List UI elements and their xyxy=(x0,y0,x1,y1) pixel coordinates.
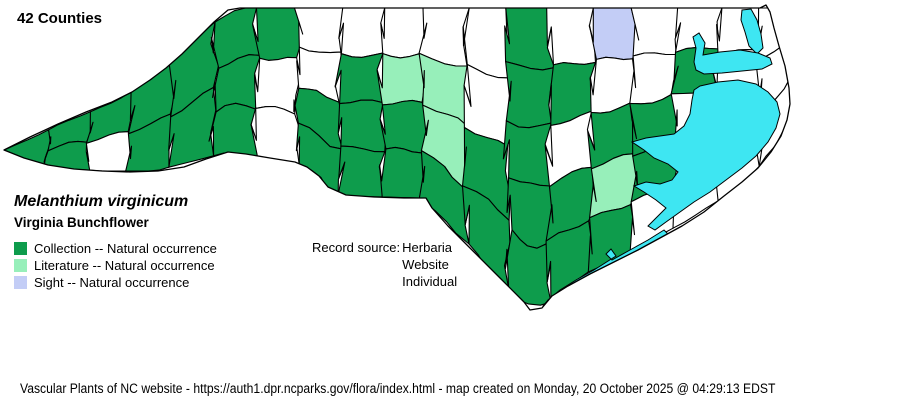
species-common-name: Virginia Bunchflower xyxy=(14,215,149,230)
legend-label-sight: Sight -- Natural occurrence xyxy=(34,275,190,290)
record-source-individual: Individual xyxy=(402,274,458,289)
county xyxy=(337,99,387,153)
literature-swatch xyxy=(14,259,27,272)
record-source-label: Record source: xyxy=(312,240,401,255)
species-scientific-name: Melanthium virginicum xyxy=(14,193,189,210)
county xyxy=(379,146,426,199)
record-source-block: Record source: Herbaria Website Individu… xyxy=(312,240,457,291)
legend: Collection -- Natural occurrence Literat… xyxy=(14,240,217,291)
county xyxy=(376,53,426,106)
sound-water xyxy=(740,8,764,55)
county xyxy=(208,102,258,157)
record-source-website: Website xyxy=(402,257,449,272)
county xyxy=(546,7,597,66)
county xyxy=(337,145,386,198)
county xyxy=(338,7,386,58)
county-layer xyxy=(4,7,790,309)
county xyxy=(334,52,384,105)
legend-label-collection: Collection -- Natural occurrence xyxy=(34,241,217,256)
legend-row-sight: Sight -- Natural occurrence xyxy=(14,274,217,291)
legend-label-literature: Literature -- Natural occurrence xyxy=(34,258,215,273)
county xyxy=(505,61,555,129)
county xyxy=(630,7,682,57)
county xyxy=(588,7,639,61)
legend-row-literature: Literature -- Natural occurrence xyxy=(14,257,217,274)
sound-water xyxy=(692,32,773,75)
sound-water xyxy=(630,79,781,231)
county xyxy=(379,99,429,154)
record-source-herbaria: Herbaria xyxy=(402,240,453,255)
county xyxy=(502,120,553,187)
legend-row-collection: Collection -- Natural occurrence xyxy=(14,240,217,257)
footer-attribution: Vascular Plants of NC website - https://… xyxy=(20,381,776,396)
sight-swatch xyxy=(14,276,27,289)
county-count-title: 42 Counties xyxy=(17,10,103,27)
record-source-values: Herbaria Website Individual xyxy=(402,240,457,291)
state-outline xyxy=(3,4,791,311)
county xyxy=(293,7,345,54)
collection-swatch xyxy=(14,242,27,255)
county xyxy=(252,7,303,61)
